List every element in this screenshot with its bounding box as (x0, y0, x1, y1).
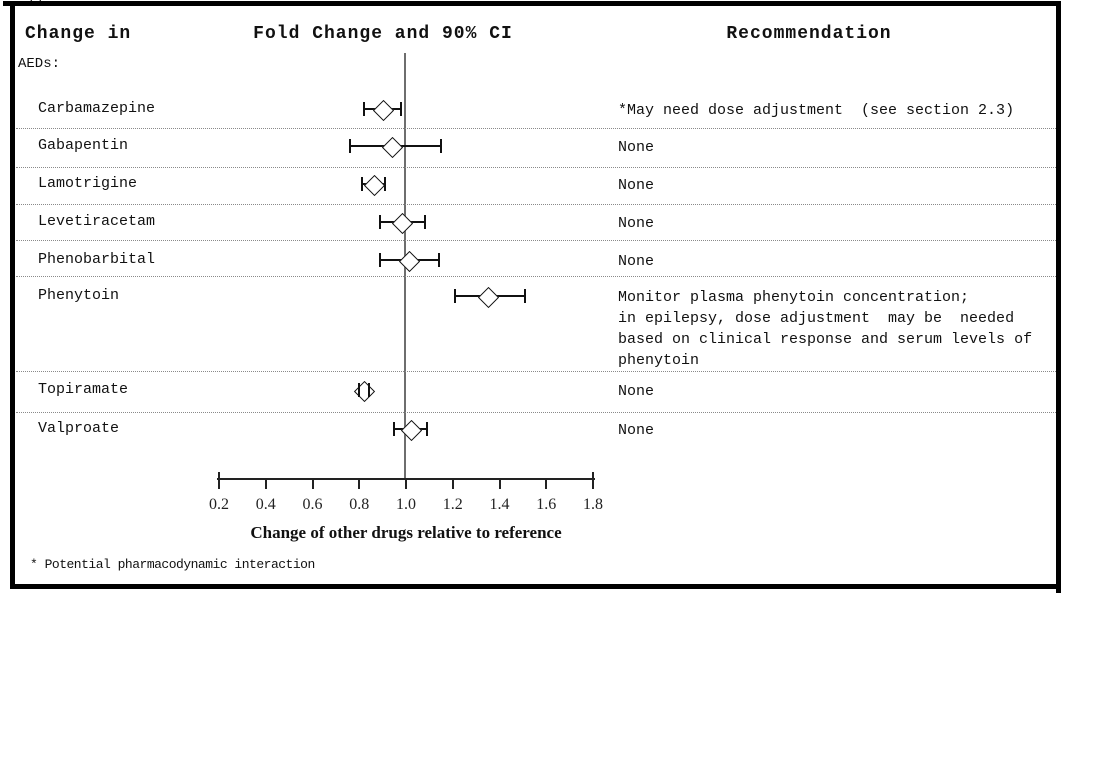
recommendation-text: None (618, 139, 655, 156)
row-separator (16, 128, 1056, 129)
point-estimate-diamond (373, 99, 395, 121)
column-header-recommendation: Recommendation (726, 24, 892, 44)
row-separator (16, 240, 1056, 241)
point-estimate-diamond (398, 250, 420, 272)
recommendation-text: None (618, 177, 655, 194)
ci-cap-high (437, 253, 440, 267)
forest-plot-figure: () Change in Fold Change and 90% CI Reco… (3, 0, 1061, 593)
x-axis-tick (592, 472, 594, 489)
x-axis-title: Change of other drugs relative to refere… (250, 523, 562, 542)
point-estimate-diamond (391, 212, 413, 234)
x-axis-tick (498, 479, 501, 489)
row-separator (16, 371, 1056, 372)
drug-label: Gabapentin (38, 137, 129, 154)
ci-cap-low (362, 102, 365, 116)
row-separator (16, 167, 1056, 168)
ci-cap-high (440, 139, 443, 153)
drug-label: Valproate (38, 420, 120, 437)
ci-cap-high (400, 102, 403, 116)
x-axis-tick (545, 479, 548, 489)
recommendation-text: None (618, 253, 655, 270)
ci-cap-high (426, 422, 429, 436)
x-axis-tick-label: 1.0 (396, 496, 416, 513)
ci-cap-low (454, 289, 457, 303)
ci-cap-low (358, 383, 361, 397)
x-axis-tick-label: 0.8 (349, 496, 370, 513)
recommendation-text: None (618, 215, 655, 232)
x-axis-tick (451, 479, 454, 489)
ci-cap-low (360, 177, 363, 191)
x-axis-tick-label: 1.8 (583, 496, 603, 513)
figure-border-bottom (10, 584, 1061, 589)
x-axis-tick-label: 1.4 (489, 496, 510, 513)
x-axis-tick-label: 0.6 (302, 496, 323, 513)
x-axis-tick (405, 479, 407, 489)
x-axis-tick (311, 479, 314, 489)
drug-label: Levetiracetam (38, 213, 156, 230)
ci-cap-high (423, 215, 426, 229)
recommendation-text: Monitor plasma phenytoin concentration; … (618, 289, 1033, 369)
recommendation-text: None (618, 422, 655, 439)
figure-border-right (1056, 1, 1061, 593)
group-label-aeds: AEDs: (18, 56, 61, 72)
ci-cap-high (383, 177, 386, 191)
x-axis-tick (218, 472, 220, 489)
ci-cap-low (379, 215, 382, 229)
figure-border-top (3, 1, 1061, 6)
recommendation-text: None (618, 383, 655, 400)
point-estimate-diamond (363, 174, 385, 196)
ci-cap-low (348, 139, 351, 153)
row-separator (16, 204, 1056, 205)
drug-label: Carbamazepine (38, 100, 156, 117)
figure-border-left (10, 1, 15, 589)
point-estimate-diamond (478, 286, 500, 308)
x-axis-tick-label: 1.6 (536, 496, 557, 513)
drug-label: Phenytoin (38, 287, 120, 304)
ci-cap-high (524, 289, 527, 303)
column-header-change-in: Change in (25, 24, 132, 44)
ci-cap-low (379, 253, 382, 267)
x-axis-tick-label: 1.2 (442, 496, 463, 513)
drug-label: Phenobarbital (38, 251, 156, 268)
row-separator (16, 412, 1056, 413)
recommendation-text: *May need dose adjustment (see section 2… (618, 102, 1015, 119)
x-axis-tick-label: 0.4 (255, 496, 276, 513)
x-axis-tick (264, 479, 267, 489)
drug-label: Topiramate (38, 381, 129, 398)
ci-cap-high (367, 383, 370, 397)
column-header-fold-change: Fold Change and 90% CI (253, 24, 513, 44)
point-estimate-diamond (382, 136, 404, 158)
drug-label: Lamotrigine (38, 175, 138, 192)
row-separator (16, 276, 1056, 277)
x-axis-tick (358, 479, 361, 489)
x-axis-tick-label: 0.2 (209, 496, 229, 513)
ci-cap-low (393, 422, 396, 436)
footnote: * Potential pharmacodynamic interaction (30, 557, 315, 572)
